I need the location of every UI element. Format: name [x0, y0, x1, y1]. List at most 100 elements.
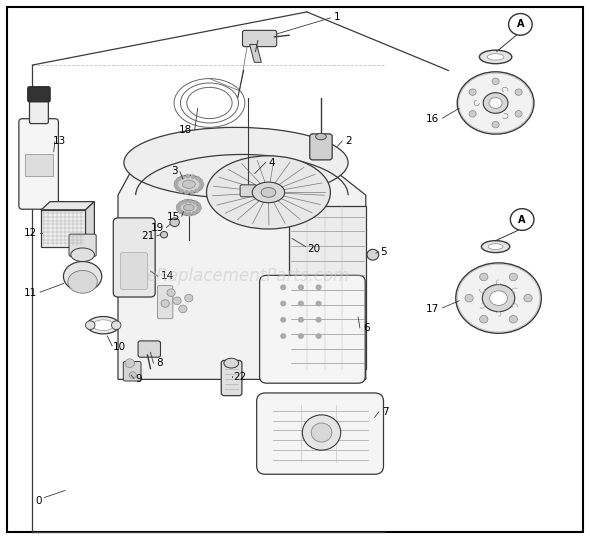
Circle shape [190, 191, 194, 194]
Circle shape [316, 318, 321, 322]
Circle shape [492, 78, 499, 85]
Circle shape [181, 176, 185, 179]
Polygon shape [250, 44, 261, 62]
Circle shape [469, 89, 476, 95]
FancyBboxPatch shape [113, 218, 155, 297]
Ellipse shape [457, 72, 534, 134]
Ellipse shape [183, 204, 194, 211]
FancyBboxPatch shape [138, 341, 160, 357]
Text: 7: 7 [382, 407, 389, 417]
FancyBboxPatch shape [221, 360, 242, 396]
Ellipse shape [206, 156, 330, 229]
Circle shape [196, 209, 199, 212]
Text: 16: 16 [427, 114, 440, 124]
Ellipse shape [64, 262, 102, 292]
Ellipse shape [490, 291, 507, 306]
Circle shape [185, 294, 193, 302]
Circle shape [299, 318, 303, 322]
Ellipse shape [488, 243, 503, 249]
Circle shape [193, 201, 196, 204]
Ellipse shape [261, 188, 276, 197]
Circle shape [480, 273, 488, 281]
Circle shape [186, 175, 189, 178]
FancyBboxPatch shape [69, 234, 96, 256]
Circle shape [167, 289, 175, 296]
Circle shape [177, 204, 181, 208]
Circle shape [188, 212, 191, 216]
Circle shape [299, 334, 303, 338]
Ellipse shape [489, 98, 502, 108]
Circle shape [316, 301, 321, 306]
Polygon shape [289, 206, 366, 369]
FancyBboxPatch shape [260, 275, 365, 383]
Circle shape [469, 111, 476, 117]
Text: 22: 22 [233, 372, 246, 382]
Circle shape [480, 315, 488, 323]
Ellipse shape [312, 423, 332, 442]
FancyBboxPatch shape [28, 87, 50, 102]
Circle shape [465, 294, 473, 302]
Circle shape [179, 202, 183, 205]
Circle shape [198, 207, 201, 210]
FancyBboxPatch shape [120, 253, 148, 289]
Circle shape [195, 189, 198, 192]
Polygon shape [118, 163, 366, 379]
FancyBboxPatch shape [242, 30, 277, 47]
Circle shape [179, 210, 182, 213]
Text: 10: 10 [113, 342, 126, 352]
Circle shape [281, 301, 286, 306]
Text: 20: 20 [307, 244, 320, 254]
Ellipse shape [224, 358, 238, 368]
FancyBboxPatch shape [310, 134, 332, 160]
Ellipse shape [481, 241, 510, 253]
Circle shape [180, 190, 183, 193]
Text: 3: 3 [172, 166, 178, 176]
Text: eReplacementParts.com: eReplacementParts.com [146, 267, 349, 286]
Circle shape [299, 285, 303, 289]
Ellipse shape [479, 50, 512, 63]
Circle shape [509, 273, 517, 281]
FancyBboxPatch shape [257, 393, 384, 474]
FancyBboxPatch shape [158, 286, 173, 319]
Ellipse shape [71, 248, 94, 262]
Circle shape [281, 334, 286, 338]
Text: 14: 14 [160, 272, 173, 281]
Circle shape [179, 305, 187, 313]
Circle shape [174, 184, 178, 187]
Circle shape [515, 111, 522, 117]
Circle shape [191, 175, 195, 178]
Ellipse shape [253, 182, 284, 203]
Text: 11: 11 [24, 288, 37, 298]
Circle shape [183, 212, 186, 215]
Circle shape [192, 211, 196, 215]
Text: 0: 0 [35, 496, 42, 506]
FancyBboxPatch shape [30, 99, 48, 124]
Ellipse shape [182, 180, 195, 188]
Circle shape [161, 300, 169, 307]
Circle shape [185, 191, 188, 194]
Circle shape [281, 318, 286, 322]
Text: 19: 19 [151, 223, 164, 233]
Circle shape [510, 209, 534, 230]
Circle shape [176, 207, 180, 210]
Bar [25, 154, 53, 176]
Text: 5: 5 [381, 247, 387, 257]
Text: 21: 21 [142, 231, 155, 241]
Text: A: A [517, 20, 524, 29]
Polygon shape [86, 202, 94, 247]
Circle shape [196, 203, 200, 206]
Ellipse shape [483, 93, 508, 113]
Circle shape [281, 285, 286, 289]
Text: 9: 9 [136, 375, 142, 384]
Text: 18: 18 [179, 125, 192, 135]
Circle shape [299, 301, 303, 306]
Ellipse shape [124, 127, 348, 198]
Ellipse shape [483, 285, 514, 312]
Text: 12: 12 [24, 228, 37, 238]
Text: 2: 2 [345, 136, 352, 146]
Circle shape [177, 178, 181, 181]
FancyBboxPatch shape [240, 185, 257, 197]
Ellipse shape [68, 270, 97, 293]
Circle shape [515, 89, 522, 95]
Text: 8: 8 [156, 358, 163, 368]
